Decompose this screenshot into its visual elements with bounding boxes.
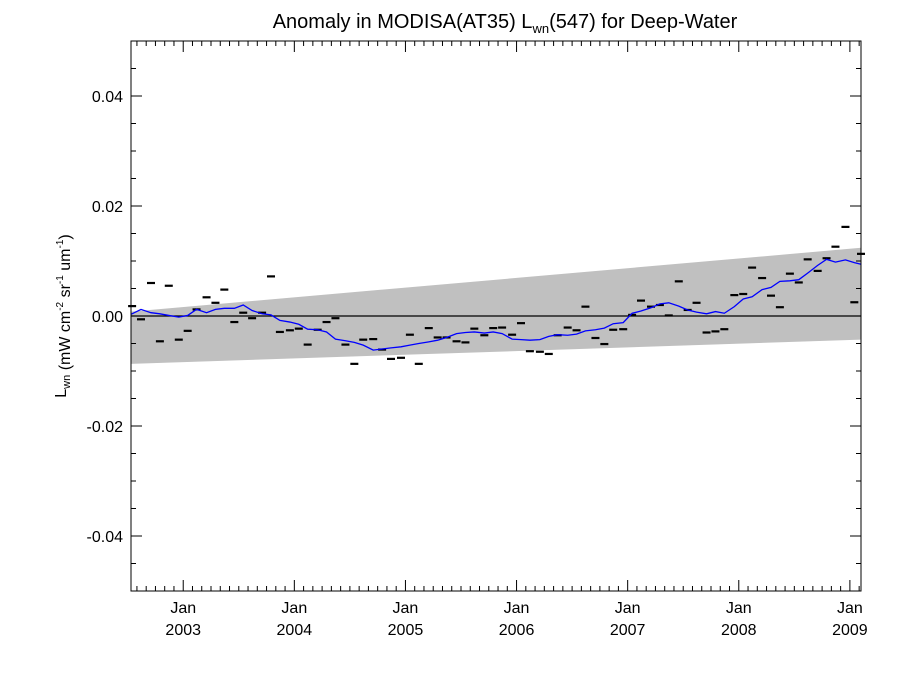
- y-tick-label: -0.04: [87, 529, 124, 546]
- x-tick-label-year: 2005: [388, 622, 424, 639]
- y-tick-label: 0.02: [92, 199, 123, 216]
- y-axis: 0.04 0.02 0.00 -0.02 -0.04: [87, 40, 861, 592]
- x-tick-label-month: Jan: [393, 600, 419, 617]
- y-axis-label-superscript: -1: [55, 275, 66, 284]
- x-tick-label-year: 2003: [165, 622, 201, 639]
- y-tick-label: -0.02: [87, 419, 124, 436]
- uncertainty-band: [131, 247, 861, 364]
- x-tick-label-year: 2008: [721, 622, 757, 639]
- x-axis: Jan 2003 Jan 2004 Jan 2005 Jan 2006 Jan 2007 Jan 20…: [136, 41, 868, 639]
- x-tick-label-month: Jan: [726, 600, 752, 617]
- y-axis-label: Lwn (mW cm-2 sr-1 um-1): [53, 234, 74, 397]
- chart-title-subscript: wn: [531, 21, 549, 36]
- x-tick-label-month: Jan: [837, 600, 863, 617]
- y-axis-label-superscript: -1: [55, 239, 66, 248]
- y-axis-label-unit-text: sr: [57, 283, 74, 301]
- x-tick-label-month: Jan: [615, 600, 641, 617]
- x-tick-label-year: 2004: [277, 622, 313, 639]
- y-axis-label-base: L: [53, 389, 70, 398]
- y-axis-label-unit-text: (mW cm: [57, 311, 74, 371]
- y-axis-label-subscript: wn: [61, 375, 73, 390]
- y-axis-label-unit-text: ): [57, 234, 74, 239]
- x-tick-label-year: 2006: [499, 622, 535, 639]
- x-tick-label-year: 2007: [610, 622, 646, 639]
- x-tick-label-year: 2009: [832, 622, 868, 639]
- x-tick-label-month: Jan: [281, 600, 307, 617]
- y-tick-label: 0.04: [92, 89, 123, 106]
- chart-title-main: Anomaly in MODISA(AT35) L: [273, 11, 533, 33]
- chart-title-rest: (547) for Deep-Water: [549, 11, 738, 33]
- x-tick-label-month: Jan: [170, 600, 196, 617]
- running-mean-line: [130, 258, 862, 351]
- chart-title: Anomaly in MODISA(AT35) Lwn(547) for Dee…: [273, 11, 738, 36]
- plot-area: [128, 225, 865, 365]
- x-tick-label-month: Jan: [504, 600, 530, 617]
- y-tick-label: 0.00: [92, 309, 123, 326]
- y-axis-label-unit-text: um: [57, 249, 74, 276]
- y-axis-label-superscript: -2: [55, 301, 66, 310]
